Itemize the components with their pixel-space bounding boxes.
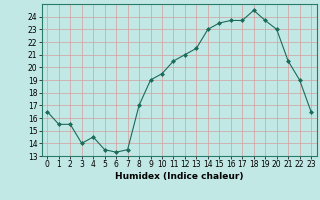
X-axis label: Humidex (Indice chaleur): Humidex (Indice chaleur) bbox=[115, 172, 244, 181]
